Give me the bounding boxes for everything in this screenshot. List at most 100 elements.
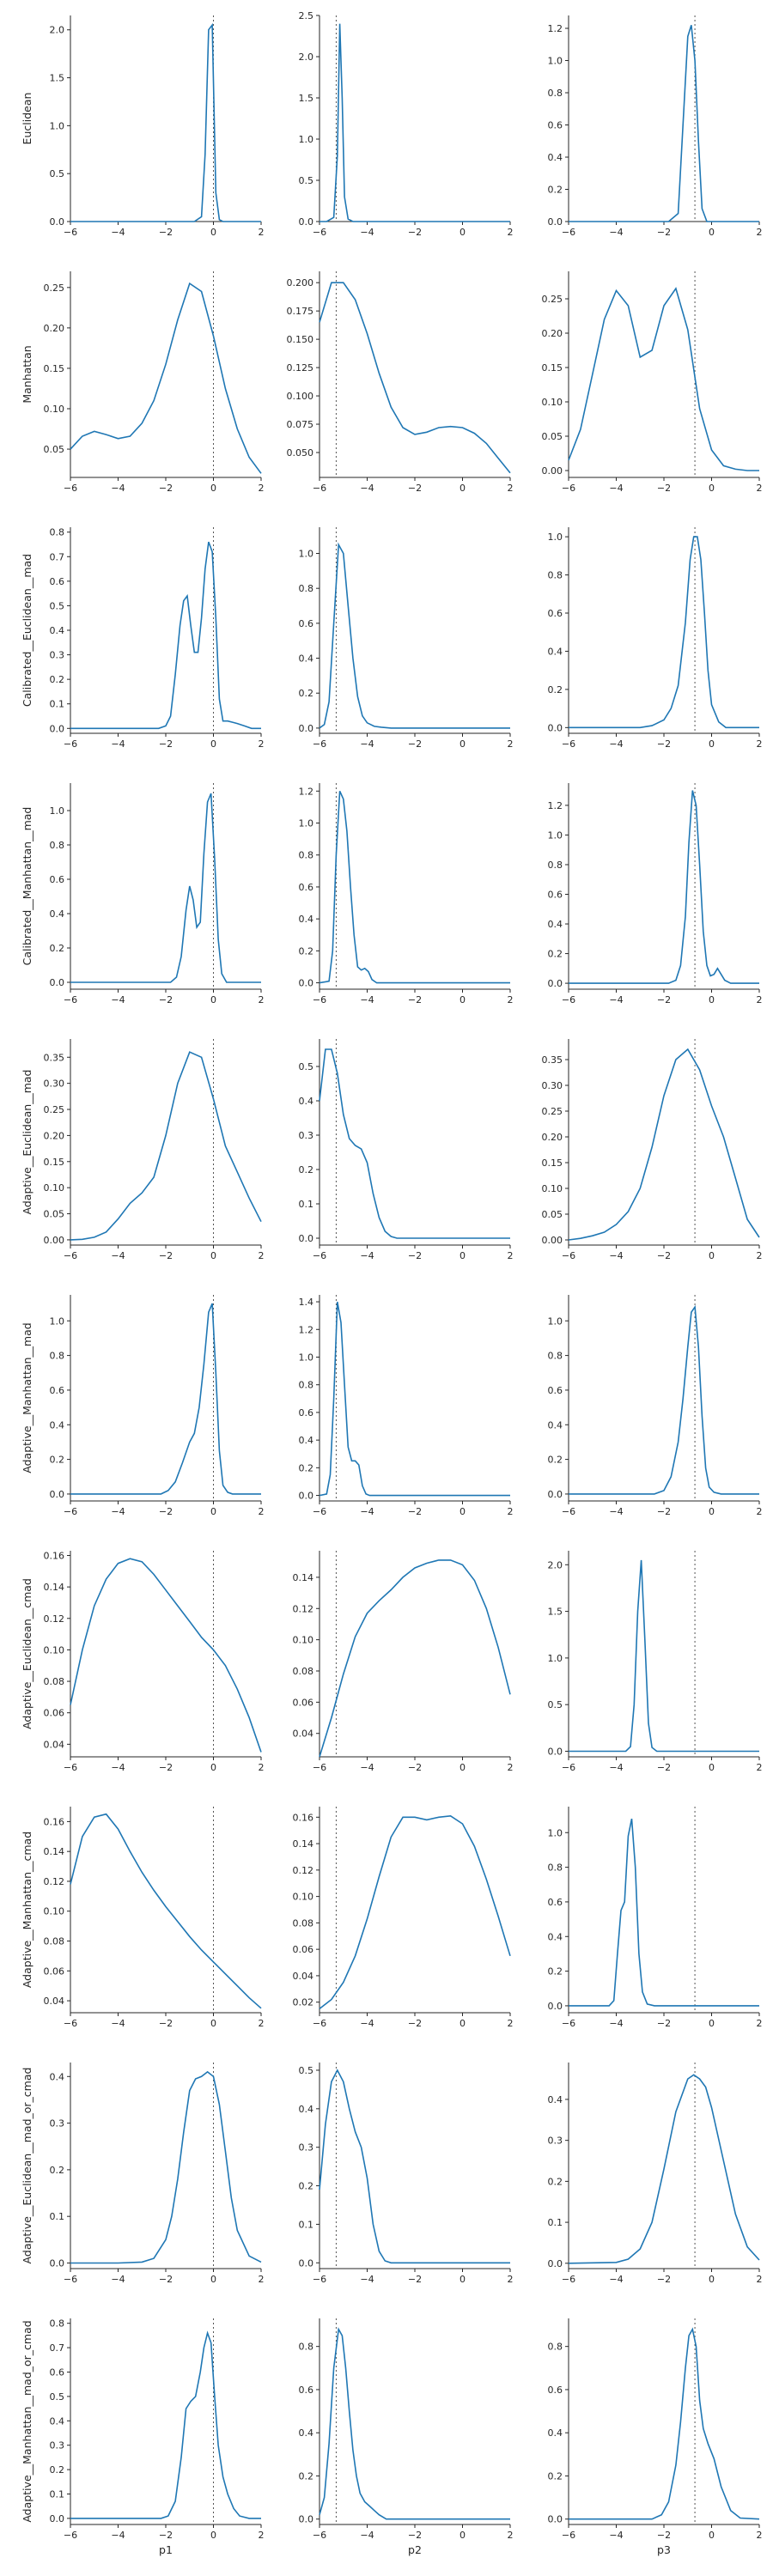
density-line bbox=[569, 1304, 759, 1495]
y-tick-label: 0.12 bbox=[293, 1865, 314, 1876]
x-tick-label: −6 bbox=[562, 2530, 575, 2541]
y-tick-label: 0.00 bbox=[542, 1235, 563, 1246]
y-tick-label: 1.0 bbox=[548, 532, 563, 543]
x-tick-label: 2 bbox=[508, 483, 514, 494]
panel-Calibrated__Manhattan__mad-p1: −6 −4 −2 0 2 0.0 0.2 0.4 0.6 0.8 1.0 Calibrated__Ma… bbox=[21, 783, 265, 1005]
y-tick-label: 0.06 bbox=[44, 1965, 65, 1977]
y-tick-label: 1.2 bbox=[299, 786, 314, 797]
y-tick-label: 1.2 bbox=[299, 1324, 314, 1335]
y-tick-label: 0.2 bbox=[299, 2470, 314, 2482]
density-line bbox=[319, 2069, 510, 2264]
y-tick-label: 0.8 bbox=[548, 88, 563, 99]
row-label: Adaptive__Manhattan__mad bbox=[21, 1322, 33, 1473]
x-tick-label: 2 bbox=[259, 227, 265, 238]
density-line bbox=[569, 1818, 759, 2007]
x-tick-label: 0 bbox=[210, 1506, 216, 1517]
x-tick-label: −6 bbox=[313, 994, 326, 1005]
x-tick-label: 0 bbox=[460, 227, 466, 238]
y-tick-label: 1.5 bbox=[299, 93, 314, 104]
y-tick-label: 0.8 bbox=[548, 1862, 563, 1874]
y-tick-label: 0.7 bbox=[50, 2342, 65, 2354]
x-tick-label: −4 bbox=[609, 1250, 623, 1261]
x-tick-label: −6 bbox=[562, 1250, 575, 1261]
density-line bbox=[70, 1303, 261, 1495]
x-tick-label: 0 bbox=[460, 1250, 466, 1261]
y-tick-label: 0.10 bbox=[44, 1644, 65, 1656]
density-line bbox=[319, 1048, 510, 1239]
density-line bbox=[568, 287, 759, 471]
x-tick-label: −2 bbox=[159, 227, 173, 238]
x-tick-label: −6 bbox=[313, 738, 326, 750]
y-tick-label: 0.00 bbox=[542, 465, 563, 477]
y-tick-label: 1.5 bbox=[548, 1607, 563, 1618]
y-tick-label: 0.6 bbox=[299, 882, 314, 893]
y-tick-label: 0.1 bbox=[50, 699, 65, 710]
y-tick-label: 0.8 bbox=[299, 583, 314, 594]
x-tick-label: 0 bbox=[210, 2274, 216, 2285]
x-tick-label: −2 bbox=[408, 2018, 422, 2029]
x-tick-label: 2 bbox=[508, 2530, 514, 2541]
panel-Calibrated__Euclidean__mad-p2: −6 −4 −2 0 2 0.0 0.2 0.4 0.6 0.8 1.0 bbox=[299, 527, 514, 750]
x-tick-label: −2 bbox=[657, 2530, 671, 2541]
x-tick-label: −6 bbox=[562, 738, 575, 750]
x-tick-label: −4 bbox=[111, 1762, 125, 1773]
x-tick-label: −2 bbox=[159, 2530, 173, 2541]
y-tick-label: 0.5 bbox=[50, 168, 65, 179]
x-tick-label: 0 bbox=[460, 2018, 466, 2029]
y-tick-label: 0.8 bbox=[299, 850, 314, 861]
y-tick-label: 0.1 bbox=[299, 1199, 314, 1210]
density-line bbox=[70, 282, 262, 474]
y-tick-label: 0.2 bbox=[548, 684, 563, 696]
panel-Manhattan-p1: −6 −4 −2 0 2 0.05 0.10 0.15 0.20 0.25 Manhattan bbox=[21, 271, 265, 494]
x-tick-label: −6 bbox=[313, 2274, 326, 2285]
x-tick-label: 0 bbox=[210, 483, 216, 494]
y-tick-label: 0.20 bbox=[44, 323, 65, 334]
y-tick-label: 0.05 bbox=[44, 1209, 65, 1220]
y-tick-label: 0.20 bbox=[542, 328, 563, 339]
x-tick-label: −2 bbox=[408, 2274, 422, 2285]
x-tick-label: −2 bbox=[657, 483, 671, 494]
y-tick-label: 0.20 bbox=[542, 1132, 563, 1143]
x-tick-label: −6 bbox=[562, 1762, 575, 1773]
y-tick-label: 0.8 bbox=[50, 527, 65, 538]
y-tick-label: 0.08 bbox=[44, 1936, 65, 1947]
panel-Adaptive__Manhattan__mad_or_cmad-p3: −6 −4 −2 0 2 0.0 0.2 0.4 0.6 0.8 p3 bbox=[548, 2318, 763, 2556]
y-tick-label: 0.0 bbox=[50, 1489, 65, 1500]
y-tick-label: 0.0 bbox=[299, 1491, 314, 1502]
x-tick-label: −6 bbox=[562, 2274, 575, 2285]
y-tick-label: 0.6 bbox=[548, 2385, 563, 2396]
panel-Manhattan-p3: −6 −4 −2 0 2 0.00 0.05 0.10 0.15 0.20 0.25 bbox=[542, 271, 763, 494]
panel-Adaptive__Euclidean__cmad-p1: −6 −4 −2 0 2 0.04 0.06 0.08 0.10 0.12 0.14 0.16 Adap… bbox=[21, 1550, 265, 1773]
x-tick-label: 2 bbox=[259, 483, 265, 494]
y-tick-label: 0.06 bbox=[293, 1697, 314, 1708]
density-line bbox=[70, 1558, 262, 1753]
y-tick-label: 0.10 bbox=[293, 1635, 314, 1646]
x-tick-label: −6 bbox=[562, 2018, 575, 2029]
y-tick-label: 0.16 bbox=[293, 1812, 314, 1823]
y-tick-label: 0.6 bbox=[548, 889, 563, 900]
x-tick-label: −2 bbox=[657, 994, 671, 1005]
y-tick-label: 1.0 bbox=[548, 829, 563, 841]
x-tick-label: −4 bbox=[609, 738, 623, 750]
panel-Euclidean-p1: −6 −4 −2 0 2 0.0 0.5 1.0 1.5 2.0 Euclidean bbox=[21, 15, 265, 238]
y-tick-label: 2.5 bbox=[299, 10, 314, 21]
x-tick-label: 0 bbox=[460, 738, 466, 750]
row-label: Calibrated__Manhattan__mad bbox=[21, 807, 33, 966]
y-tick-label: 1.0 bbox=[299, 818, 314, 829]
panel-Adaptive__Manhattan__cmad-p3: −6 −4 −2 0 2 0.0 0.2 0.4 0.6 0.8 1.0 bbox=[548, 1807, 763, 2029]
y-tick-label: 0.8 bbox=[50, 1351, 65, 1362]
y-tick-label: 0.2 bbox=[299, 2181, 314, 2192]
density-line bbox=[70, 2070, 262, 2264]
y-tick-label: 0.4 bbox=[299, 1435, 314, 1446]
y-tick-label: 2.0 bbox=[548, 1559, 563, 1571]
x-tick-label: −6 bbox=[64, 1762, 77, 1773]
y-tick-label: 0.05 bbox=[542, 1209, 563, 1220]
y-tick-label: 0.0 bbox=[548, 1746, 563, 1757]
x-tick-label: −2 bbox=[408, 227, 422, 238]
panel-Adaptive__Euclidean__mad-p3: −6 −4 −2 0 2 0.00 0.05 0.10 0.15 0.20 0.25 0.30 0.35 bbox=[542, 1039, 763, 1261]
y-tick-label: 0.0 bbox=[299, 723, 314, 734]
y-tick-label: 0.4 bbox=[299, 1096, 314, 1107]
x-tick-label: −6 bbox=[64, 227, 77, 238]
row-label: Adaptive__Manhattan__mad_or_cmad bbox=[21, 2320, 33, 2522]
x-tick-label: 0 bbox=[709, 738, 715, 750]
